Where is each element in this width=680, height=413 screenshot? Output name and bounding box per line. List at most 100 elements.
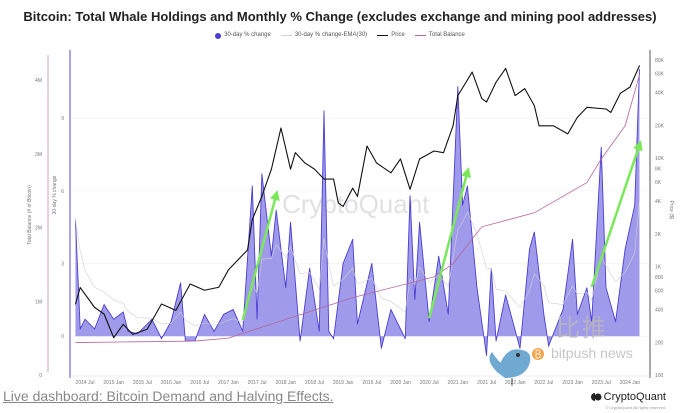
pct-change-point	[380, 347, 382, 349]
price-point	[333, 178, 334, 180]
legend-label: Total Balance	[428, 32, 465, 38]
price-point	[433, 150, 435, 152]
pct-change-point	[261, 173, 263, 175]
price-tick-label: 40K	[655, 91, 665, 97]
legend-label: Price	[391, 32, 405, 38]
brand-name: CryptoQuant	[603, 391, 666, 403]
pct-change-point	[505, 294, 507, 296]
x-tick-label: 2018 Jan	[275, 380, 296, 386]
x-tick-label: 2015 Jul	[133, 380, 152, 386]
price-tick-label: 1K	[655, 265, 662, 271]
price-tick-label: 60K	[655, 72, 665, 78]
price-point	[352, 187, 354, 189]
pct-change-point	[462, 204, 464, 206]
price-point	[605, 108, 607, 110]
legend-label: 30-day % change-EMA(30)	[294, 32, 368, 38]
price-point	[189, 283, 191, 285]
pct-change-point	[486, 355, 487, 357]
price-point	[443, 152, 444, 154]
pct-change-area	[75, 69, 640, 356]
price-point	[280, 127, 282, 129]
total-balance-line	[75, 74, 640, 343]
pct-change-point	[342, 263, 344, 264]
price-point	[337, 202, 339, 204]
live-dashboard-link[interactable]: Live dashboard: Bitcoin Demand and Halvi…	[3, 388, 334, 404]
legend-item-ema[interactable]: 30-day % change-EMA(30)	[280, 32, 368, 39]
price-tick-label: 10K	[655, 156, 665, 162]
price-point	[294, 152, 296, 154]
legend-item-total-balance[interactable]: Total Balance	[414, 32, 465, 39]
pct-change-point	[137, 333, 138, 335]
pct-change-point	[615, 321, 616, 323]
total-balance-tick-label: 2M	[35, 226, 42, 232]
price-point	[247, 249, 248, 251]
pct-change-point	[352, 238, 354, 240]
price-tick-label: 100	[655, 373, 664, 379]
pct-change-point	[285, 287, 287, 289]
price-point	[357, 195, 358, 197]
pct-change-axis-title: 30-day % change	[52, 175, 58, 214]
pct-change-point	[519, 347, 521, 349]
pct-change-point	[428, 321, 430, 323]
price-point	[290, 168, 291, 170]
pct-change-point	[419, 221, 420, 223]
legend-label: 30-day % change	[224, 32, 271, 38]
legend-line-icon	[414, 35, 426, 36]
pct-change-point	[290, 221, 291, 223]
x-tick-label: 2019 Jan	[333, 380, 354, 386]
price-line	[74, 65, 640, 339]
ema-line	[75, 200, 640, 327]
pct-change-point	[113, 318, 115, 320]
pct-change-point	[605, 287, 607, 289]
price-point	[505, 67, 507, 69]
pct-change-point	[271, 255, 272, 257]
price-point	[218, 286, 220, 288]
price-point	[639, 65, 640, 67]
pct-change-point	[529, 248, 530, 250]
pct-change-line	[74, 69, 640, 356]
price-tick-label: 2K	[655, 232, 662, 238]
price-tick-label: 20K	[655, 123, 665, 129]
cryptoquant-brand: CryptoQuant	[590, 391, 666, 403]
legend-item-pct-change[interactable]: 30-day % change	[215, 32, 271, 39]
gridlines	[72, 117, 648, 337]
pct-change-tick-label: 6	[61, 189, 64, 195]
legend-item-price[interactable]: Price	[377, 32, 405, 39]
price-point	[553, 125, 554, 127]
pct-change-point	[447, 313, 449, 315]
price-point	[629, 86, 631, 88]
x-tick-label: 2022 Jul	[534, 380, 553, 386]
total-balance-axis-title: Total Balance (# of Bitcoin)	[27, 185, 33, 245]
price-point	[251, 219, 253, 220]
pct-change-point	[634, 204, 636, 206]
pct-change-point	[409, 195, 411, 197]
price-point	[103, 313, 105, 315]
pct-change-point	[371, 263, 373, 264]
price-point	[567, 133, 569, 135]
pct-change-point	[586, 287, 588, 289]
price-tick-label: 600	[655, 289, 664, 295]
pct-change-point	[170, 321, 172, 323]
price-point	[75, 303, 76, 305]
price-point	[94, 306, 95, 308]
cryptoquant-logo-icon	[590, 393, 602, 401]
pct-change-point	[624, 248, 626, 250]
price-point	[400, 158, 401, 160]
price-tick-label: 200	[655, 340, 664, 346]
pct-change-point	[457, 86, 459, 87]
pct-change-point	[476, 287, 478, 289]
legend: 30-day % change 30-day % change-EMA(30) …	[0, 32, 680, 39]
pct-change-point	[204, 313, 205, 315]
pct-change-point	[333, 338, 334, 340]
price-point	[471, 71, 473, 73]
total-balance-tick-label: 0	[39, 373, 42, 379]
pct-change-point	[357, 323, 358, 325]
price-point	[113, 337, 115, 339]
pct-change-point	[548, 345, 550, 347]
pct-change-point	[600, 146, 602, 148]
pct-change-point	[495, 340, 497, 342]
price-point	[619, 92, 621, 94]
pct-change-point	[213, 330, 215, 332]
price-point	[495, 81, 497, 83]
